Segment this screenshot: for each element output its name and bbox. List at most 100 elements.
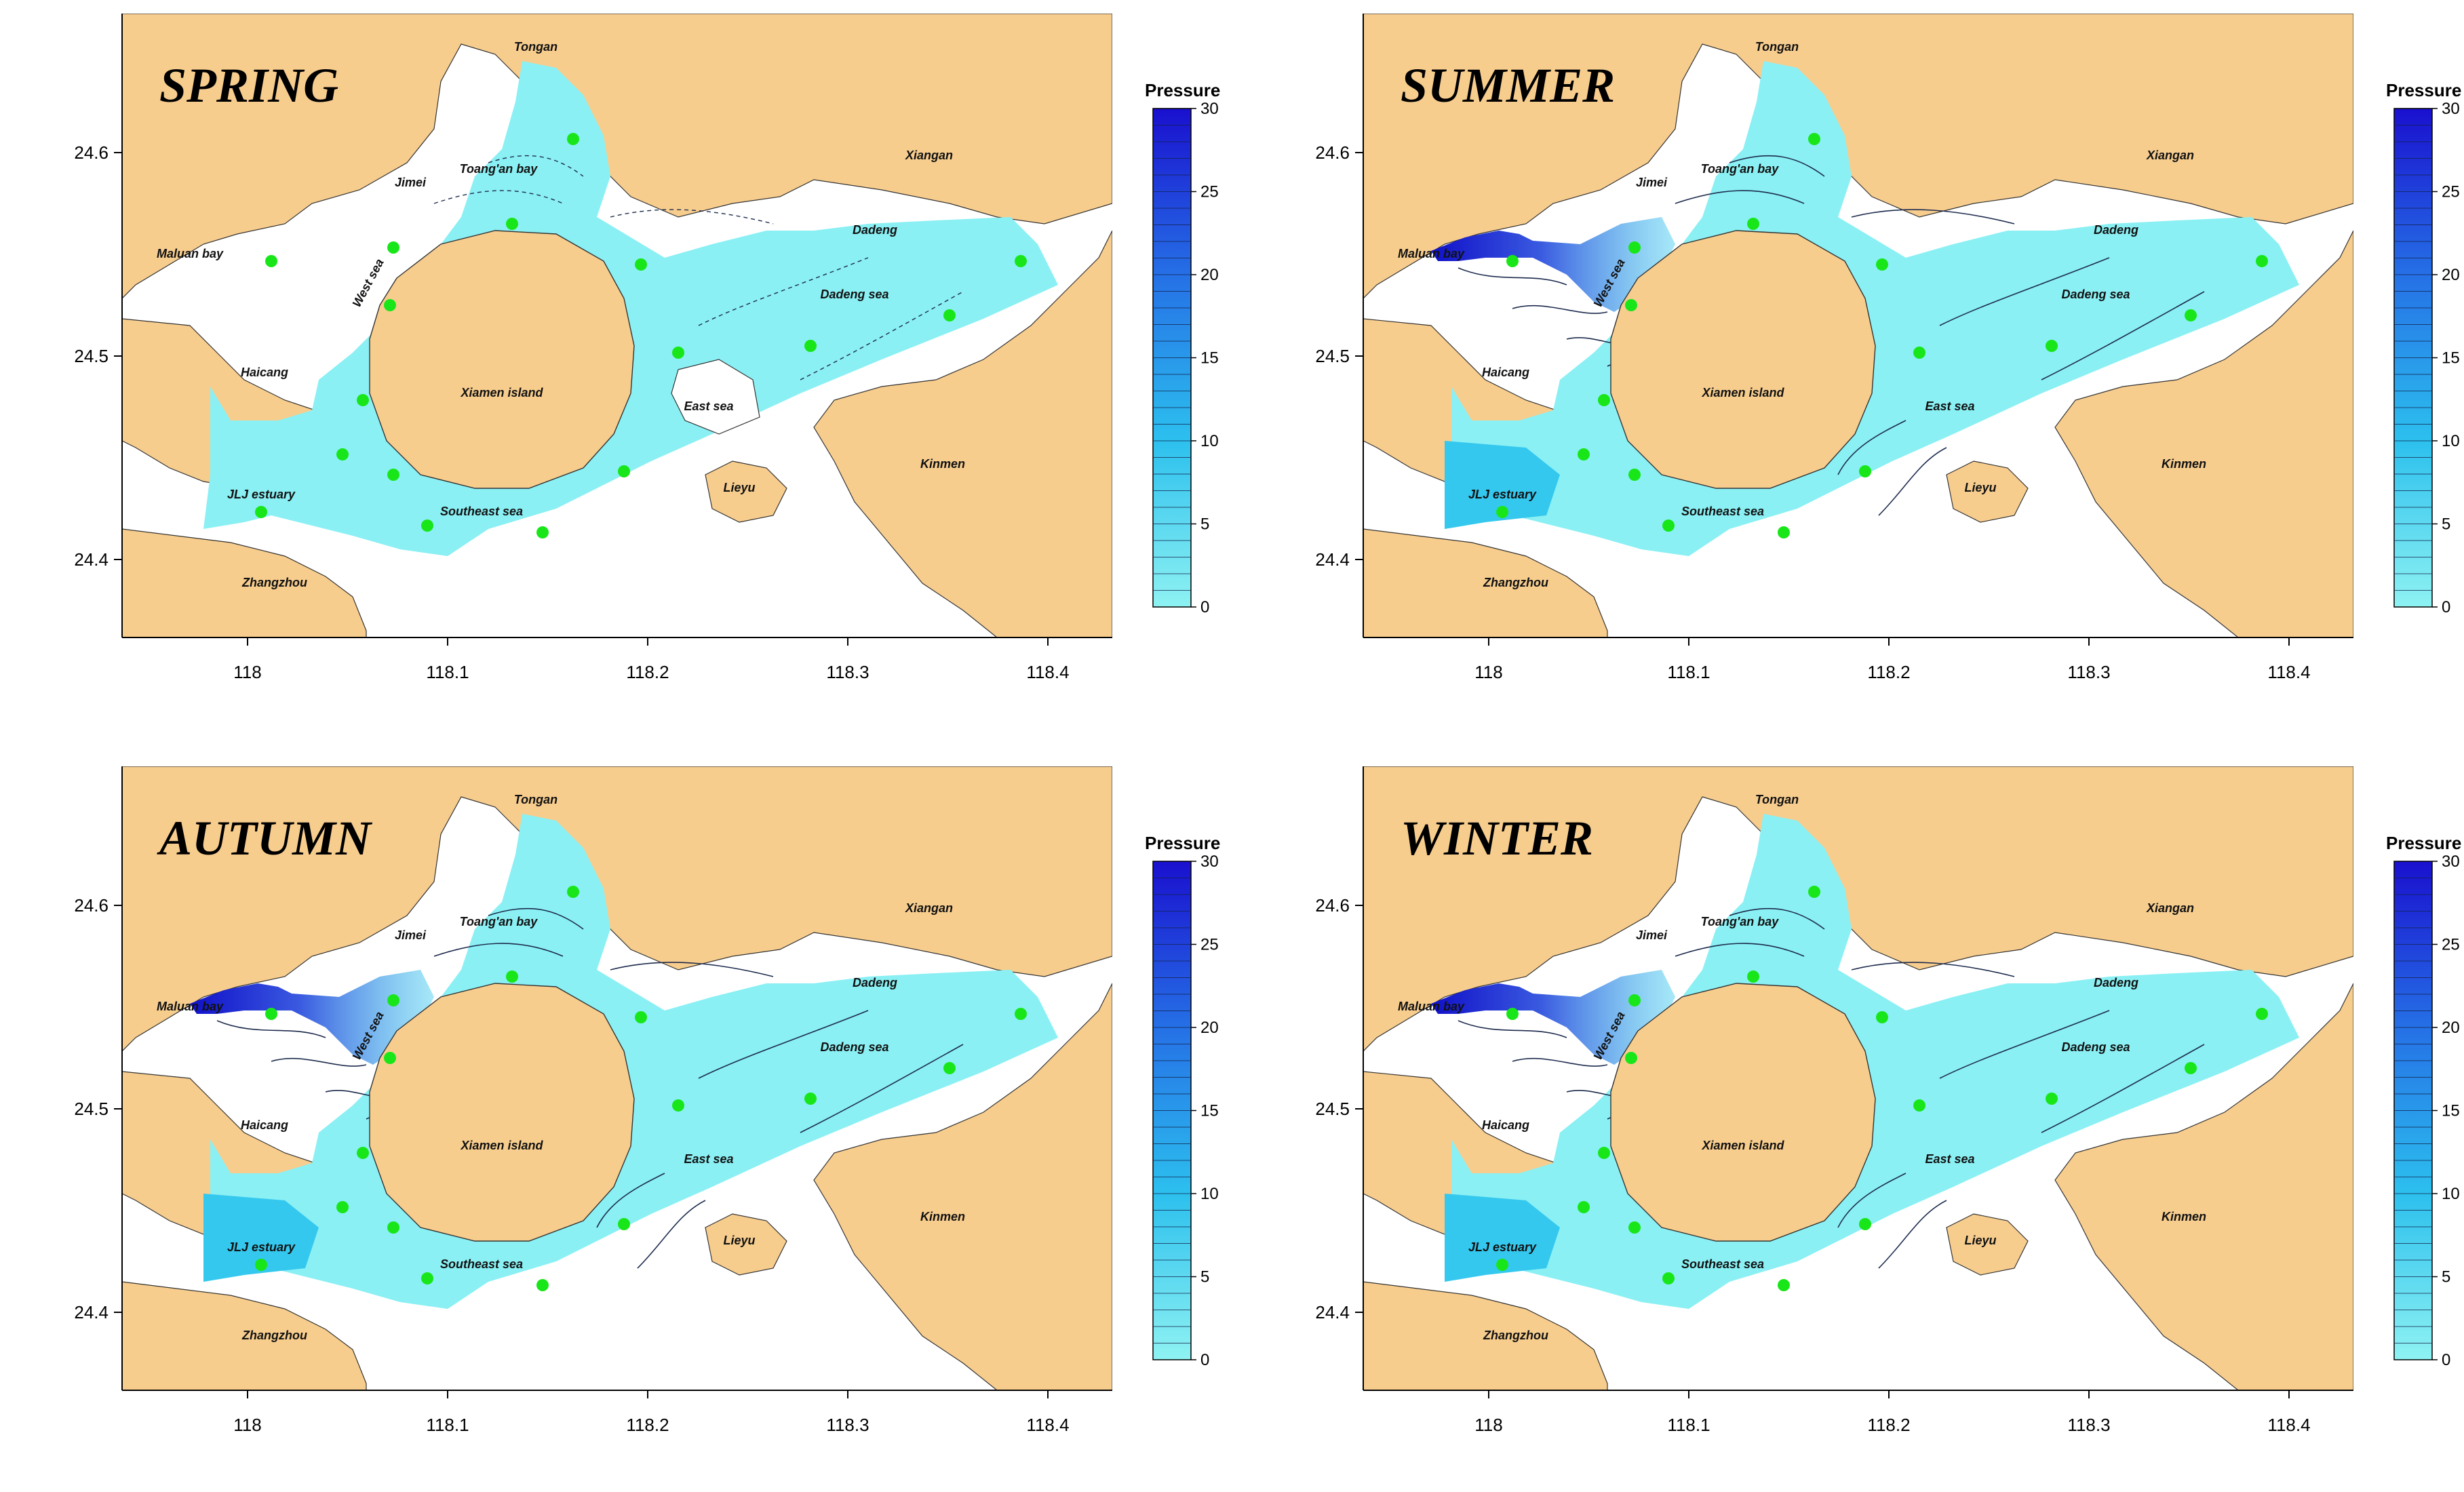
land-east — [813, 983, 1112, 1390]
place-label-jlj: JLJ estuary — [1468, 488, 1537, 501]
colorbar-tick-label: 15 — [2442, 349, 2460, 368]
place-label-xiangan: Xiangan — [905, 149, 953, 162]
place-label-zhangzhou: Zhangzhou — [1483, 576, 1548, 589]
place-label-eastsea: East sea — [684, 1152, 733, 1166]
station-dot — [1859, 1218, 1871, 1230]
pressure-contour — [698, 257, 869, 326]
colorbar-tick-label: 15 — [2442, 1102, 2460, 1120]
pressure-contour — [1851, 962, 2015, 977]
xiamen-island — [369, 983, 635, 1242]
place-label-maluan: Maluan bay — [157, 1000, 224, 1013]
station-dot — [421, 519, 433, 532]
land-zhangzhou — [1363, 528, 1608, 637]
station-dot — [1496, 1259, 1508, 1271]
place-label-maluan: Maluan bay — [1398, 1000, 1465, 1013]
station-dot — [1662, 1272, 1675, 1284]
station-dot — [1506, 1008, 1519, 1020]
place-label-southeast: Southeast sea — [1681, 505, 1764, 518]
pressure-contour — [2041, 1044, 2205, 1133]
place-label-tongan: Tongan — [1755, 793, 1799, 806]
station-dot — [384, 299, 396, 311]
map-svg: Tongan Jimei Toang'an bay Xiangan Maluan bay… — [1315, 766, 2461, 1435]
pressure-contour — [1729, 155, 1825, 177]
place-label-haicang: Haicang — [1482, 366, 1529, 379]
pressure-contour — [1675, 943, 1805, 957]
land-zhangzhou — [122, 528, 367, 637]
x-tick-label: 118.4 — [1026, 662, 1069, 682]
colorbar-tick-label: 0 — [2442, 598, 2450, 616]
x-tick-label: 118 — [233, 662, 261, 682]
land-zhangzhou — [1363, 1281, 1608, 1390]
x-tick-label: 118.4 — [2267, 662, 2310, 682]
season-title: AUTUMN — [157, 811, 373, 865]
x-tick-label: 118 — [1474, 1415, 1502, 1435]
station-dot — [1598, 1147, 1610, 1159]
pressure-contour — [1837, 1173, 1906, 1228]
x-tick-label: 118.3 — [2067, 662, 2110, 682]
pressure-contour — [1939, 257, 2110, 326]
land-zhangzhou — [122, 1281, 367, 1390]
xiamen-island — [1610, 983, 1876, 1242]
colorbar-tick-label: 30 — [2442, 100, 2460, 118]
station-dot — [618, 1218, 630, 1230]
station-dot — [1859, 465, 1871, 477]
place-label-zhangzhou: Zhangzhou — [241, 1329, 307, 1342]
place-label-jimei: Jimei — [395, 928, 427, 942]
station-dot — [2256, 255, 2268, 267]
station-dot — [506, 218, 518, 230]
station-dot — [1662, 519, 1675, 532]
y-tick-label: 24.5 — [74, 1099, 109, 1119]
place-label-eastsea: East sea — [1925, 1152, 1974, 1166]
station-dot — [1628, 241, 1641, 254]
pressure-contour — [610, 209, 774, 224]
land-lieyu — [1946, 460, 2029, 523]
place-label-kinmen: Kinmen — [2162, 1210, 2206, 1223]
y-tick-label: 24.4 — [74, 1302, 109, 1322]
pressure-contour — [433, 190, 564, 204]
station-dot — [2046, 340, 2058, 352]
pressure-contour — [1512, 305, 1608, 314]
colorbar-tick-label: 20 — [2442, 266, 2460, 284]
station-dot — [1598, 394, 1610, 406]
place-label-maluan: Maluan bay — [157, 247, 224, 260]
place-label-haicang: Haicang — [1482, 1118, 1529, 1132]
station-dot — [2185, 1062, 2197, 1074]
station-dot — [387, 241, 399, 254]
maluan-hotspot — [1431, 970, 1675, 1065]
pressure-contour — [800, 1044, 964, 1133]
station-dot — [357, 1147, 369, 1159]
station-dot — [1628, 469, 1641, 481]
colorbar-tick-label: 30 — [1200, 852, 1219, 871]
station-dot — [567, 886, 579, 898]
place-label-dadengsea: Dadeng sea — [2061, 1040, 2130, 1054]
x-tick-label: 118 — [1474, 662, 1502, 682]
pressure-contour — [271, 1057, 367, 1067]
colorbar-tick-label: 20 — [2442, 1019, 2460, 1037]
colorbar-tick-label: 30 — [1200, 100, 1219, 118]
land-lieyu — [1946, 1213, 2029, 1276]
place-label-jimei: Jimei — [1636, 928, 1668, 942]
pressure-contour — [610, 962, 774, 977]
station-dot — [1625, 1052, 1637, 1064]
x-tick-label: 118.2 — [1867, 662, 1910, 682]
station-dot — [804, 340, 817, 352]
pressure-contour — [637, 1200, 706, 1269]
pressure-contour — [1939, 1010, 2110, 1079]
station-dot — [618, 465, 630, 477]
pressure-contour — [2041, 291, 2205, 380]
pressure-contour — [800, 291, 964, 380]
station-dot — [255, 1259, 267, 1271]
pressure-contour — [1837, 420, 1906, 475]
x-tick-label: 118 — [233, 1415, 261, 1435]
pressure-contour — [1458, 1020, 1567, 1038]
y-tick-label: 24.5 — [1315, 1099, 1350, 1119]
colorbar-tick-label: 5 — [1200, 515, 1209, 534]
station-dot — [536, 526, 549, 538]
place-label-xiamen: Xiamen island — [1701, 1139, 1784, 1152]
y-tick-label: 24.4 — [74, 549, 109, 570]
station-dot — [1015, 255, 1027, 267]
colorbar-title: Pressure — [2386, 80, 2461, 100]
season-title: SPRING — [159, 58, 338, 113]
place-label-jlj: JLJ estuary — [227, 488, 296, 501]
station-dot — [336, 1201, 349, 1213]
